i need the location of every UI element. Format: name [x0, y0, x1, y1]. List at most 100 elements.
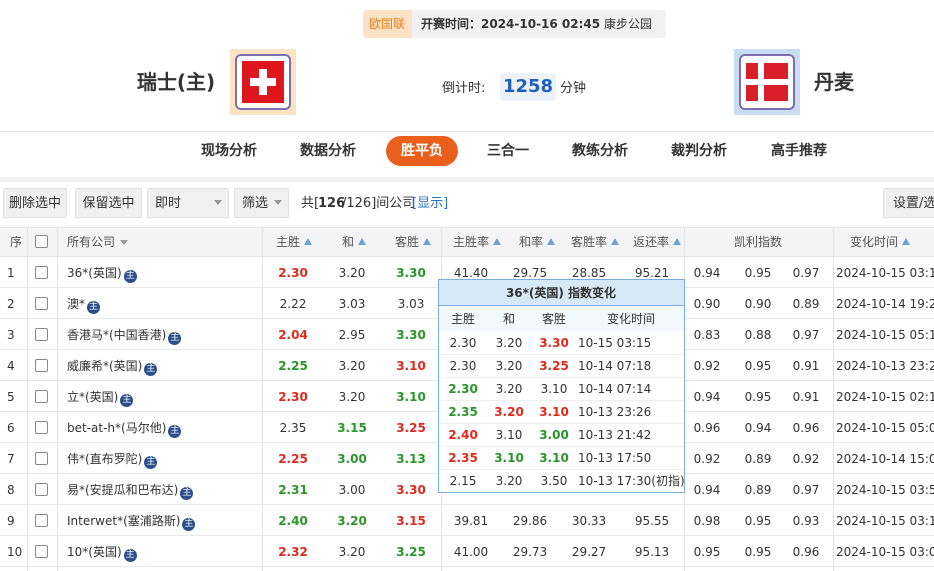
rate: 39.81 [453, 513, 489, 528]
row-index: 5 [7, 389, 15, 404]
company-name[interactable]: 36*(英国) 主 [67, 265, 137, 283]
company-name[interactable]: bet-at-h*(马尔他) 主 [67, 420, 182, 438]
row-checkbox[interactable] [35, 389, 48, 403]
row-checkbox[interactable] [35, 544, 48, 558]
row-checkbox[interactable] [35, 420, 48, 434]
change-time: 2024-10-15 02:17 [836, 389, 934, 404]
kelly-index: 0.95 [744, 358, 772, 373]
change-time: 2024-10-14 15:06 [836, 451, 934, 466]
toolbar-button-bg [3, 188, 67, 218]
company-badge: 主 [123, 269, 137, 283]
change-time: 2024-10-15 05:04 [836, 420, 934, 435]
kelly-index: 0.88 [744, 327, 772, 342]
row-index: 7 [7, 451, 15, 466]
rate: 29.75 [512, 265, 548, 280]
row-index: 6 [7, 420, 15, 435]
column-header[interactable]: 返还率 [632, 235, 670, 249]
kickoff-time: 开赛时间：2024-10-16 02:45 [421, 17, 601, 31]
company-name[interactable]: 威廉希*(英国) 主 [67, 358, 158, 376]
rate: 29.27 [571, 544, 607, 559]
row-checkbox[interactable] [35, 451, 48, 465]
nav-tab[interactable]: 裁判分析 [671, 143, 727, 159]
kelly-index: 0.97 [792, 327, 820, 342]
company-name[interactable]: 伟*(直布罗陀) 主 [67, 451, 158, 469]
toolbar-button[interactable]: 删除选中 [8, 195, 62, 211]
nav-tab[interactable]: 高手推荐 [771, 143, 827, 159]
column-header[interactable]: 变化时间 [849, 235, 899, 249]
company-name[interactable]: 10*(英国) 主 [67, 544, 137, 562]
sort-icon [611, 238, 619, 245]
show-link[interactable]: [显示] [412, 195, 449, 211]
rate: 95.55 [634, 513, 670, 528]
column-header[interactable]: 客胜率 [570, 235, 608, 249]
away-flag-frame [739, 54, 795, 110]
odds: 3.25 [396, 544, 426, 559]
popup-row-divider [439, 469, 684, 470]
header-checkbox[interactable] [35, 235, 48, 248]
column-header[interactable]: 和 [341, 235, 355, 249]
toolbar-button[interactable]: 保留选中 [82, 195, 135, 211]
kelly-index: 0.98 [693, 513, 721, 528]
popup-column-header: 变化时间 [606, 312, 656, 326]
settings-button[interactable]: 设置/选 [893, 195, 934, 211]
rate: 41.40 [453, 265, 489, 280]
kelly-index: 0.90 [744, 296, 772, 311]
countdown-unit: 分钟 [560, 80, 587, 96]
popup-odds: 2.30 [449, 359, 477, 373]
row-checkbox[interactable] [35, 327, 48, 341]
select[interactable]: 即时 [155, 195, 182, 211]
company-badge: 主 [168, 424, 182, 438]
odds: 3.30 [396, 265, 426, 280]
sort-icon [120, 240, 129, 245]
nav-tab[interactable]: 胜平负 [401, 143, 443, 159]
company-name[interactable]: 澳* 主 [67, 296, 101, 314]
column-header[interactable]: 客胜 [394, 235, 420, 249]
column-header[interactable]: 主胜率 [452, 235, 490, 249]
column-header[interactable]: 主胜 [275, 235, 301, 249]
countdown: 1258 [502, 76, 554, 97]
popup-time: 10-13 23:26 [578, 405, 652, 419]
odds: 3.30 [396, 327, 426, 342]
change-time: 2024-10-15 03:12 [836, 513, 934, 528]
row-checkbox[interactable] [35, 265, 48, 279]
company-name[interactable]: 香港马*(中国香港) 主 [67, 327, 182, 345]
row-index: 2 [7, 296, 15, 311]
company-name[interactable]: 立*(英国) 主 [67, 389, 134, 407]
nav-tab[interactable]: 数据分析 [300, 143, 356, 159]
league-tag [363, 10, 412, 38]
odds: 2.31 [278, 482, 308, 497]
row-checkbox[interactable] [35, 358, 48, 372]
kelly-index: 0.95 [693, 544, 721, 559]
row-checkbox[interactable] [35, 513, 48, 527]
kelly-index: 0.95 [744, 513, 772, 528]
row-checkbox[interactable] [35, 482, 48, 496]
rate: 95.13 [634, 544, 670, 559]
change-time: 2024-10-15 05:15 [836, 327, 934, 342]
away-flag-bg [734, 49, 800, 115]
popup-odds: 3.20 [494, 405, 524, 419]
odds: 3.00 [337, 451, 367, 466]
company-badge: 主 [180, 486, 194, 500]
nav-tab[interactable]: 三合一 [487, 143, 529, 159]
popup-time: 10-13 17:50 [578, 451, 652, 465]
popup-odds: 2.35 [448, 405, 478, 419]
popup-title-bar [439, 280, 684, 306]
column-divider [57, 227, 58, 571]
column-header[interactable]: 所有公司 [67, 235, 116, 249]
popup-odds: 3.20 [495, 382, 523, 396]
nav-tab[interactable]: 现场分析 [201, 143, 257, 159]
countdown-box [500, 73, 556, 101]
row-divider [0, 566, 934, 567]
flag-cross [250, 78, 276, 86]
column-header[interactable]: 和率 [518, 235, 544, 249]
row-index: 3 [7, 327, 15, 342]
row-index: 4 [7, 358, 15, 373]
company-name[interactable]: 易*(安提瓜和巴布达) 主 [67, 482, 194, 500]
row-checkbox[interactable] [35, 296, 48, 310]
nav-tab[interactable]: 教练分析 [572, 143, 628, 159]
select[interactable]: 筛选 [242, 195, 269, 211]
odds: 3.20 [338, 265, 366, 280]
company-name[interactable]: Interwet*(塞浦路斯) 主 [67, 513, 196, 531]
odds: 3.20 [337, 513, 367, 528]
